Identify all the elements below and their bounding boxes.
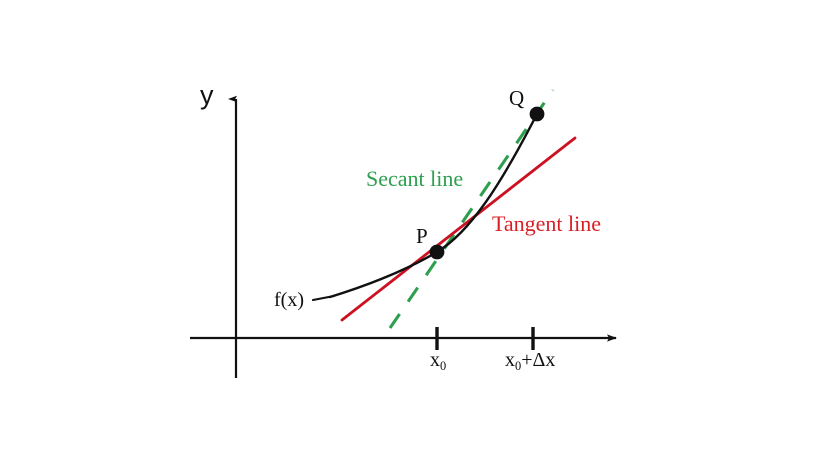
point-q-marker [529,106,545,122]
secant-line [388,89,555,329]
function-curve [328,112,539,299]
x-tick-label-x0: x0 [430,349,447,373]
point-p-marker [429,244,445,260]
x-tick-label-delta-tail: +Δx [521,349,556,371]
point-q-label: Q [509,86,525,110]
secant-line-label: Secant line [366,166,464,191]
x-tick-label-x0-subscript: 0 [440,358,447,373]
function-label: f(x) [274,289,304,311]
point-p-label: P [416,224,428,248]
x-tick-label-x0-plus-delta-x: x0+Δx [505,349,556,373]
x-tick-label-delta-subscript: 0 [515,358,522,373]
x-tick-label-delta-base: x [505,349,515,371]
tangent-line [340,136,577,322]
function-label-leader [311,294,336,302]
tangent-line-label: Tangent line [492,211,602,236]
y-axis-label: y [200,80,214,110]
x-tick-label-x0-base: x [430,349,440,371]
